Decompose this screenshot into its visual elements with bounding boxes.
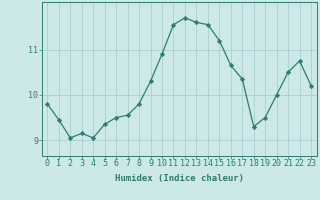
X-axis label: Humidex (Indice chaleur): Humidex (Indice chaleur)	[115, 174, 244, 183]
